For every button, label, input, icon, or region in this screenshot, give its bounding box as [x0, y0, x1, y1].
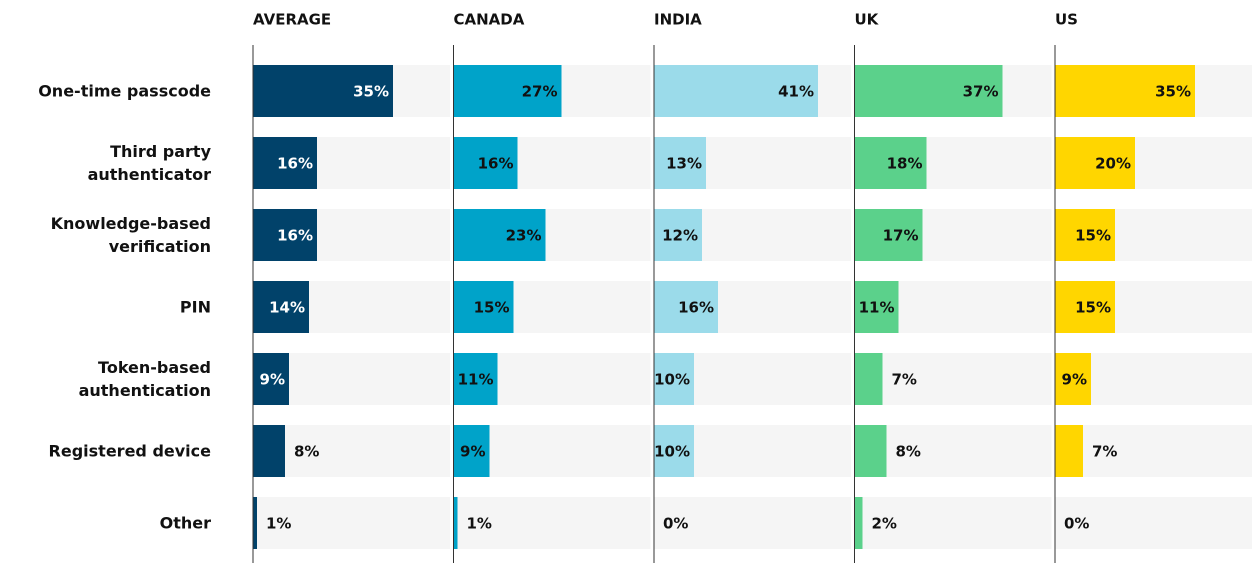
- bar-track: [854, 425, 1052, 477]
- bar-track: [253, 425, 450, 477]
- value-label: 0%: [1064, 515, 1089, 533]
- value-label: 11%: [859, 299, 895, 317]
- value-label: 10%: [654, 371, 690, 389]
- value-label: 13%: [666, 155, 702, 173]
- bar-track: [1055, 425, 1252, 477]
- bar: [1055, 209, 1115, 261]
- bar: [654, 209, 702, 261]
- bar: [654, 425, 694, 477]
- value-label: 14%: [269, 299, 305, 317]
- bar: [253, 425, 285, 477]
- value-label: 8%: [896, 443, 921, 461]
- bar: [253, 353, 289, 405]
- value-label: 16%: [277, 227, 313, 245]
- bar-track: [453, 497, 651, 549]
- value-label: 9%: [1062, 371, 1087, 389]
- panel-title: UK: [855, 11, 880, 29]
- value-label: 9%: [460, 443, 485, 461]
- value-label: 41%: [778, 83, 814, 101]
- value-label: 20%: [1095, 155, 1131, 173]
- value-label: 1%: [467, 515, 492, 533]
- bar: [1055, 425, 1083, 477]
- bar: [453, 209, 546, 261]
- value-label: 15%: [474, 299, 510, 317]
- bar: [854, 65, 1003, 117]
- bar-track: [654, 497, 851, 549]
- category-label: Other: [159, 513, 211, 533]
- category-label: Registered device: [48, 441, 211, 461]
- panel-title: AVERAGE: [253, 11, 331, 29]
- bar-track: [253, 497, 450, 549]
- category-label: Third party authenticator: [87, 142, 211, 184]
- category-label: Token-based authentication: [78, 358, 211, 400]
- bar: [453, 425, 490, 477]
- value-label: 16%: [478, 155, 514, 173]
- value-label: 2%: [872, 515, 897, 533]
- value-label: 7%: [1092, 443, 1117, 461]
- value-label: 23%: [506, 227, 542, 245]
- value-label: 27%: [522, 83, 558, 101]
- value-label: 35%: [1155, 83, 1191, 101]
- value-label: 0%: [663, 515, 688, 533]
- value-label: 37%: [963, 83, 999, 101]
- bar: [1055, 65, 1195, 117]
- bar-track: [1055, 497, 1252, 549]
- value-label: 1%: [266, 515, 291, 533]
- bar: [854, 425, 887, 477]
- bar: [654, 353, 694, 405]
- value-label: 16%: [277, 155, 313, 173]
- value-label: 11%: [458, 371, 494, 389]
- value-label: 15%: [1075, 299, 1111, 317]
- panel-title: INDIA: [654, 11, 702, 29]
- bar: [854, 497, 863, 549]
- bar: [854, 209, 923, 261]
- value-label: 9%: [260, 371, 285, 389]
- panel-title: US: [1055, 11, 1078, 29]
- bar: [453, 497, 458, 549]
- bar: [854, 281, 899, 333]
- bar: [854, 353, 883, 405]
- bar: [453, 353, 498, 405]
- value-label: 17%: [883, 227, 919, 245]
- panel-title: CANADA: [454, 11, 525, 29]
- bar: [654, 65, 818, 117]
- bar: [453, 65, 562, 117]
- value-label: 35%: [353, 83, 389, 101]
- bar: [253, 497, 257, 549]
- category-label: PIN: [179, 297, 211, 317]
- bar: [854, 137, 927, 189]
- bar: [253, 137, 317, 189]
- bar: [1055, 281, 1115, 333]
- bar: [253, 65, 393, 117]
- value-label: 10%: [654, 443, 690, 461]
- value-label: 15%: [1075, 227, 1111, 245]
- value-label: 16%: [678, 299, 714, 317]
- bar-track: [854, 353, 1052, 405]
- bar: [1055, 137, 1135, 189]
- bar: [654, 281, 718, 333]
- category-label: Knowledge-based verification: [50, 214, 211, 256]
- value-label: 18%: [887, 155, 923, 173]
- value-label: 8%: [294, 443, 319, 461]
- bar: [654, 137, 706, 189]
- bar: [253, 209, 317, 261]
- bar: [453, 137, 518, 189]
- value-label: 7%: [892, 371, 917, 389]
- bar: [453, 281, 514, 333]
- bar-track: [854, 497, 1052, 549]
- bar: [1055, 353, 1091, 405]
- bar: [253, 281, 309, 333]
- value-label: 12%: [662, 227, 698, 245]
- category-label: One-time passcode: [38, 81, 211, 101]
